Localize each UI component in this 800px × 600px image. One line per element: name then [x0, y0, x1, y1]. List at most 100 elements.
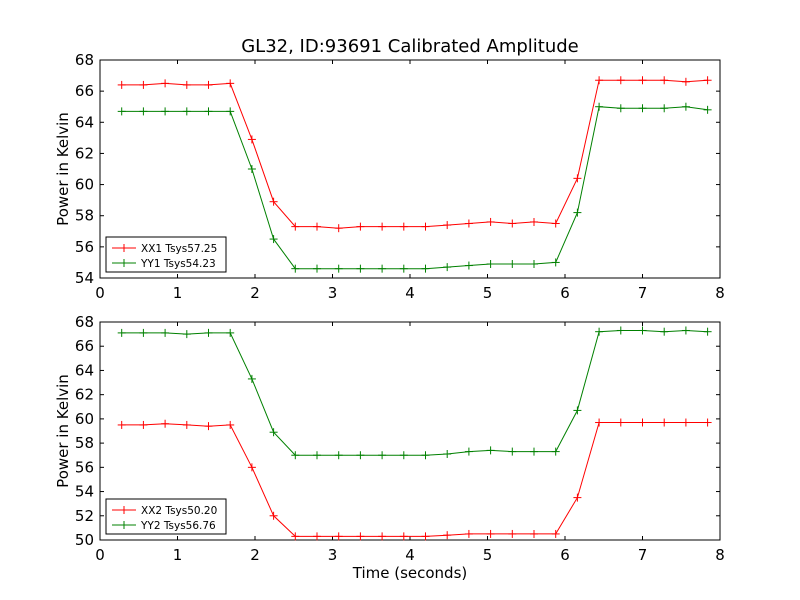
data-point	[595, 327, 604, 336]
data-point	[530, 259, 538, 268]
data-point	[551, 447, 560, 456]
x-tick-label: 5	[483, 546, 493, 564]
data-point	[378, 532, 387, 541]
data-point	[508, 259, 517, 268]
data-point	[334, 532, 343, 541]
data-point	[508, 529, 517, 538]
data-point	[117, 80, 126, 89]
data-point	[616, 76, 625, 85]
data-point	[421, 451, 430, 460]
data-point	[464, 219, 473, 228]
data-point	[204, 80, 213, 89]
data-point	[182, 107, 191, 116]
data-point	[703, 105, 712, 114]
data-point	[269, 235, 278, 244]
data-point	[508, 219, 517, 228]
data-point	[421, 222, 430, 231]
x-tick-label: 6	[560, 546, 570, 564]
data-point	[486, 529, 495, 538]
data-point	[399, 532, 408, 541]
x-tick-label: 5	[483, 284, 493, 302]
data-point	[313, 264, 321, 273]
data-point	[182, 330, 191, 339]
data-point	[421, 532, 430, 541]
data-point	[313, 222, 321, 231]
data-point	[356, 264, 365, 273]
data-point	[573, 174, 582, 183]
y-axis-label: Power in Kelvin	[54, 374, 72, 488]
data-point	[313, 532, 321, 541]
data-point	[356, 532, 365, 541]
data-point	[595, 76, 604, 85]
data-point	[530, 447, 538, 456]
data-point	[486, 259, 495, 268]
legend-label: YY2 Tsys56.76	[140, 520, 216, 532]
data-point	[117, 328, 126, 337]
data-point	[530, 217, 538, 226]
y-tick-label: 56	[75, 458, 94, 476]
data-point	[660, 327, 669, 336]
data-point	[204, 107, 213, 116]
legend: XX2 Tsys50.20 YY2 Tsys56.76	[105, 498, 227, 535]
legend-box	[105, 498, 227, 535]
data-point	[616, 326, 625, 335]
data-point	[378, 264, 387, 273]
data-point	[161, 107, 170, 116]
x-tick-label: 4	[405, 546, 415, 564]
y-tick-label: 62	[75, 386, 94, 404]
y-tick-label: 50	[75, 531, 94, 549]
data-point	[421, 264, 430, 273]
y-tick-label: 58	[75, 434, 94, 452]
data-point	[638, 418, 647, 427]
legend-label: XX1 Tsys57.25	[141, 243, 217, 255]
data-point	[703, 418, 712, 427]
data-point	[226, 420, 235, 429]
legend: XX1 Tsys57.25 YY1 Tsys54.23	[105, 236, 227, 273]
data-point	[573, 406, 582, 415]
y-tick-label: 56	[75, 238, 94, 256]
y-tick-label: 58	[75, 207, 94, 225]
data-point	[703, 76, 712, 85]
data-point	[334, 451, 343, 460]
data-point	[313, 451, 321, 460]
data-point	[508, 447, 517, 456]
legend-box	[105, 236, 227, 273]
x-tick-label: 0	[95, 546, 105, 564]
data-point	[139, 80, 148, 89]
data-point	[139, 107, 148, 116]
data-point	[356, 451, 365, 460]
data-point	[291, 451, 300, 460]
data-point	[204, 422, 213, 431]
data-point	[247, 165, 256, 173]
data-point	[117, 420, 126, 429]
x-tick-label: 6	[560, 284, 570, 302]
data-point	[139, 328, 148, 337]
data-point	[117, 107, 126, 116]
data-point	[551, 529, 560, 538]
x-tick-label: 8	[715, 284, 725, 302]
y-axis-label: Power in Kelvin	[54, 112, 72, 226]
x-tick-label: 7	[638, 546, 648, 564]
data-point	[378, 222, 387, 231]
data-point	[443, 263, 452, 272]
x-tick-label: 1	[173, 546, 183, 564]
data-point	[334, 264, 343, 273]
data-point	[226, 328, 235, 337]
data-point	[204, 328, 213, 337]
x-tick-label: 3	[328, 546, 338, 564]
data-point	[291, 222, 300, 231]
y-tick-label: 60	[75, 176, 94, 194]
x-tick-label: 2	[250, 284, 260, 302]
data-point	[161, 79, 170, 88]
data-point	[226, 107, 235, 116]
data-point	[660, 104, 669, 113]
data-point	[703, 327, 712, 336]
y-tick-label: 62	[75, 144, 94, 162]
legend-label: YY1 Tsys54.23	[140, 258, 216, 270]
data-point	[551, 219, 560, 228]
data-point	[638, 104, 647, 113]
data-point	[595, 418, 604, 427]
data-point	[681, 102, 690, 111]
x-tick-label: 4	[405, 284, 415, 302]
